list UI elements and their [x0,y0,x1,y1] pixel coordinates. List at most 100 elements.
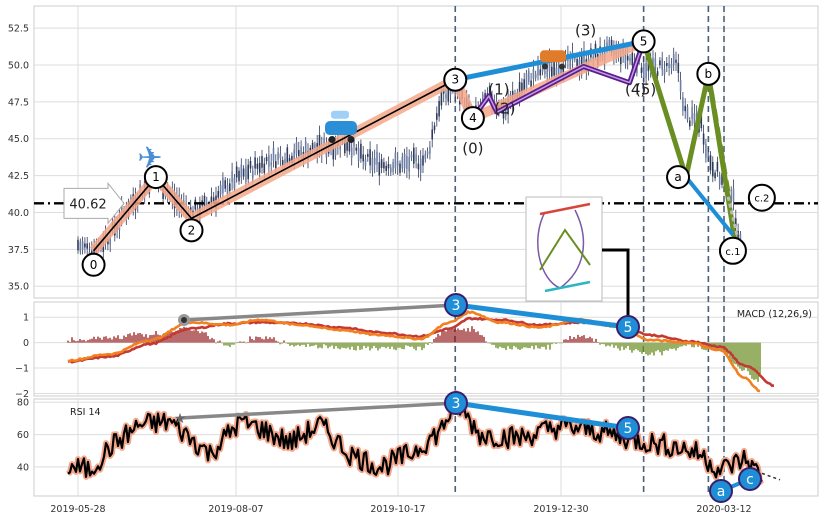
candle-body [323,137,325,147]
macd-divergence-start-core [181,317,187,323]
candle-body [254,157,256,169]
macd-histogram-bar [429,342,431,343]
correction-blue-line [684,175,735,237]
macd-histogram-bar [227,342,229,346]
candle-body [737,230,739,245]
macd-histogram-bar [245,342,247,344]
macd-histogram-bar [607,342,609,346]
candle-body [518,81,521,97]
candle-body [403,153,406,169]
macd-histogram-bar [133,332,135,343]
candle-body [652,57,654,66]
macd-histogram-bar [633,342,635,351]
macd-histogram-bar [365,342,367,349]
macd-histogram-bar [239,341,241,343]
candle-body [426,151,429,155]
macd-histogram-bar [271,338,273,343]
wave-label-5: 5 [640,34,648,48]
candle-body [300,146,302,155]
macd-histogram-bar [659,342,661,353]
rsi-y-tick: 40 [17,462,29,473]
macd-histogram-bar [247,342,249,343]
macd-wave-label-5: 5 [624,320,633,336]
wave-label-4: 4 [469,111,477,125]
macd-histogram-bar [675,342,677,351]
macd-histogram-bar [565,339,567,343]
candle-body [620,56,622,65]
x-tick-label: 2020-03-12 [696,504,751,515]
macd-histogram-bar [251,338,253,343]
macd-histogram-bar [293,342,295,347]
macd-histogram-bar [77,340,79,343]
candle-body [424,154,427,160]
macd-histogram-bar [527,342,529,349]
rsi-panel: RSI 14 ★ 3 5 a c [66,390,781,503]
macd-histogram-bar [555,342,557,344]
macd-histogram-bar [267,338,269,343]
macd-histogram-bar [665,342,667,351]
rsi-line [67,392,763,484]
macd-histogram-bar [653,342,655,356]
macd-histogram-bar [605,342,607,347]
macd-histogram-bar [655,342,657,352]
macd-histogram-bar [623,342,625,350]
macd-histogram-bar [667,342,669,351]
macd-histogram-bar [287,342,289,344]
candle-body [194,199,197,210]
macd-histogram-bar [741,342,743,371]
macd-histogram-bar [113,336,115,343]
macd-title: MACD (12,26,9) [737,309,812,320]
impulse-wave-line [92,79,456,252]
macd-histogram-bar [469,331,471,343]
candle-body [415,154,417,162]
inset-stroke [539,202,591,216]
wave-label-circle [143,165,168,190]
candle-body [523,79,525,91]
candle-body [643,63,645,78]
candle-body [281,160,284,167]
macd-histogram-bar [683,342,685,346]
macd-histogram-bar [85,341,87,343]
macd-histogram-bar [67,340,69,343]
macd-histogram-bar [79,339,81,343]
candle-body [562,67,565,75]
candle-body [560,67,562,74]
candle-body [672,53,675,65]
candle-body [240,164,243,178]
scooter-wheel [542,63,548,70]
candle-body [226,184,229,198]
macd-histogram-bar [595,338,597,343]
macd-histogram-bar [117,335,119,343]
candle-body [442,89,445,94]
macd-histogram-bar [381,342,383,347]
macd-histogram-bar [575,338,577,343]
macd-histogram-bar [99,337,101,343]
macd-histogram-bar [415,342,417,351]
candle-body [679,80,682,92]
macd-y-tick: 0 [23,338,29,349]
macd-histogram-bar [583,335,585,343]
macd-histogram-bar [391,342,393,347]
macd-histogram-bar [347,342,349,348]
macd-histogram-bar [445,331,447,343]
macd-histogram-bar [135,334,137,343]
wave-label-circle [747,183,776,212]
candle-body [521,82,523,93]
macd-histogram-bar [753,342,755,380]
macd-histogram-bar [223,342,225,346]
candle-body [355,147,358,151]
macd-histogram-bar [241,341,243,343]
macd-histogram-bar [393,342,395,350]
macd-frame [33,301,819,397]
candle-body [86,243,88,249]
sub-wave-label: (1) [488,80,509,98]
macd-histogram-bar [283,340,285,343]
x-tick-label: 2019-05-28 [50,504,105,515]
candle-body [224,180,226,189]
macd-histogram-bar [455,330,457,343]
candle-body [229,183,231,192]
macd-histogram-bar [609,342,611,347]
candle-body [608,39,611,49]
candle-body [429,146,431,154]
candle-body [670,63,673,69]
